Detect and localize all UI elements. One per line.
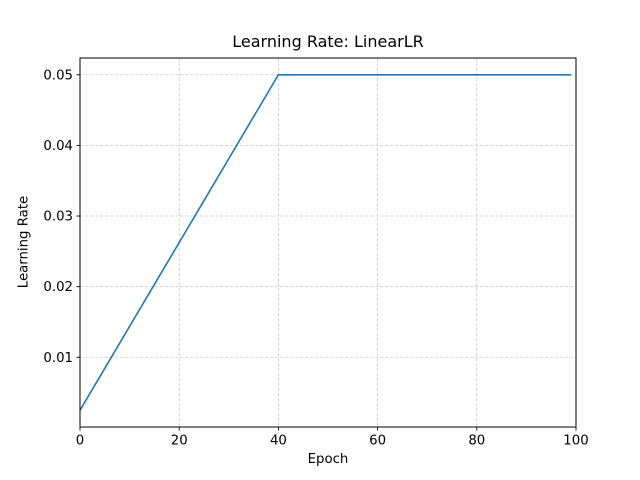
y-tick-label: 0.04: [43, 139, 73, 154]
x-tick-label: 40: [270, 434, 287, 449]
axes-frame: [79, 57, 577, 428]
x-axis-label: Epoch: [307, 452, 349, 467]
y-tick-label: 0.05: [43, 68, 73, 83]
x-tick-label: 20: [171, 434, 188, 449]
learning-rate-line: [79, 73, 572, 411]
chart-title: Learning Rate: LinearLR: [232, 32, 424, 51]
y-tick-label: 0.01: [43, 351, 73, 366]
x-tick-label: 80: [468, 434, 485, 449]
y-axis-label: Learning Rate: [16, 195, 32, 289]
x-tick-label: 60: [369, 434, 386, 449]
y-tick-label: 0.03: [43, 210, 73, 225]
x-tick-label: 0: [76, 434, 84, 449]
y-tick-label: 0.02: [43, 280, 73, 295]
x-tick-label: 100: [563, 434, 588, 449]
